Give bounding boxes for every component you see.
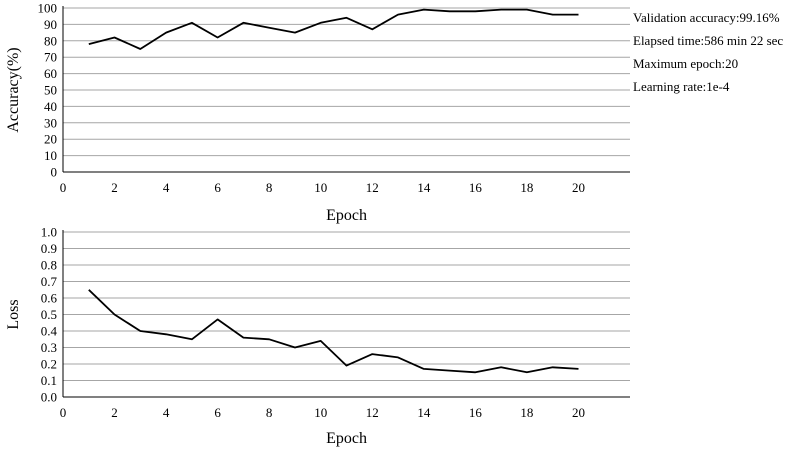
x-tick-label: 18 xyxy=(520,180,533,195)
accuracy-line xyxy=(88,8,579,50)
x-tick-label: 6 xyxy=(214,180,221,195)
y-tick-label: 0.1 xyxy=(41,373,57,388)
x-tick-label: 0 xyxy=(60,405,67,420)
loss-panel: 0.0 0.10.2 0.30.4 0.50.6 0.70.8 0.91.0 0 2 4 6 8 10… xyxy=(5,225,630,447)
elapsed-time-text: Elapsed time:586 min 22 sec xyxy=(633,33,784,48)
y-tick-label: 70 xyxy=(44,50,57,65)
x-tick-label: 12 xyxy=(366,180,379,195)
y-tick-label: 90 xyxy=(44,17,57,32)
x-tick-label: 2 xyxy=(111,405,118,420)
y-tick-label: 0.7 xyxy=(41,274,58,289)
x-tick-label: 10 xyxy=(314,180,327,195)
x-tick-label: 16 xyxy=(469,180,483,195)
x-tick-label: 14 xyxy=(417,405,431,420)
y-tick-label: 1.0 xyxy=(41,225,57,240)
x-tick-label: 20 xyxy=(572,180,585,195)
y-tick-label: 0.3 xyxy=(41,340,57,355)
loss-line xyxy=(88,289,579,374)
x-tick-label: 12 xyxy=(366,405,379,420)
y-tick-label: 0.8 xyxy=(41,258,57,273)
y-tick-label: 20 xyxy=(44,132,57,147)
y-tick-label: 10 xyxy=(44,148,57,163)
y-tick-label: 0.9 xyxy=(41,241,57,256)
y-tick-label: 30 xyxy=(44,115,57,130)
x-axis-title: Epoch xyxy=(326,430,367,447)
maximum-epoch-text: Maximum epoch:20 xyxy=(633,56,739,71)
y-tick-label: 40 xyxy=(44,99,57,114)
x-tick-label: 4 xyxy=(163,405,170,420)
x-tick-label: 8 xyxy=(266,180,273,195)
y-axis-title: Loss xyxy=(5,299,22,329)
y-tick-label: 0.2 xyxy=(41,357,57,372)
y-tick-label: 0.0 xyxy=(41,390,57,405)
learning-rate-text: Learning rate:1e-4 xyxy=(633,79,730,94)
y-tick-label: 100 xyxy=(38,1,58,16)
x-tick-label: 8 xyxy=(266,405,273,420)
x-tick-label: 14 xyxy=(417,180,431,195)
x-tick-label: 4 xyxy=(163,180,170,195)
x-tick-label: 16 xyxy=(469,405,483,420)
x-tick-label: 0 xyxy=(60,180,67,195)
x-axis-title: Epoch xyxy=(326,207,367,224)
validation-accuracy-text: Validation accuracy:99.16% xyxy=(633,10,780,25)
x-tick-label: 2 xyxy=(111,180,118,195)
x-tick-label: 10 xyxy=(314,405,327,420)
x-tick-label: 6 xyxy=(214,405,221,420)
y-axis-title: Accuracy(%) xyxy=(5,47,22,132)
y-tick-label: 0 xyxy=(51,165,58,180)
y-tick-label: 80 xyxy=(44,33,57,48)
y-tick-label: 0.5 xyxy=(41,307,57,322)
x-tick-label: 20 xyxy=(572,405,585,420)
y-tick-label: 0.4 xyxy=(41,324,58,339)
y-tick-label: 60 xyxy=(44,66,57,81)
y-tick-label: 0.6 xyxy=(41,291,58,306)
y-tick-label: 50 xyxy=(44,83,57,98)
x-tick-label: 18 xyxy=(520,405,533,420)
